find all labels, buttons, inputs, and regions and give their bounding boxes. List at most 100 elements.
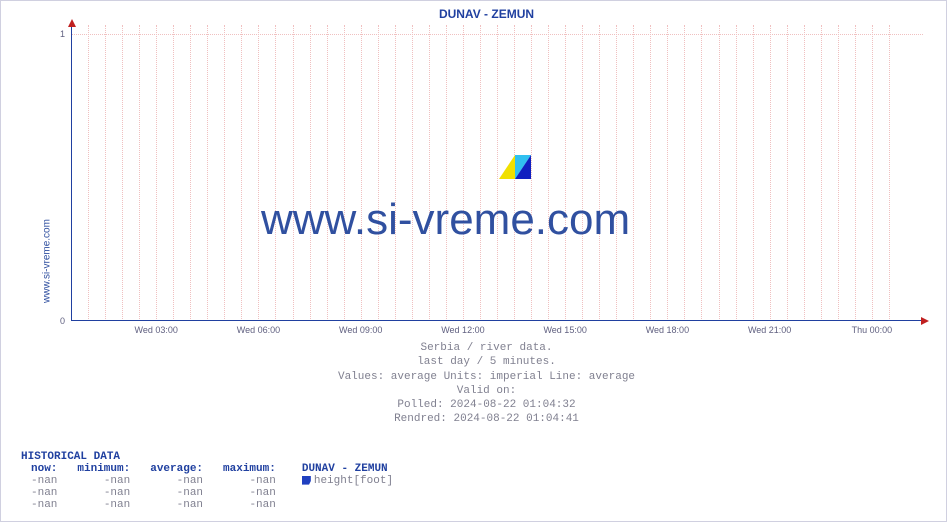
- gridline-v: [633, 25, 634, 321]
- plot-wrap: www.si-vreme.com 01Wed 03:00Wed 06:00Wed…: [53, 25, 923, 327]
- gridline-v: [344, 25, 345, 321]
- hist-cell: -nan: [213, 487, 286, 499]
- gridline-v: [327, 25, 328, 321]
- gridline-v: [310, 25, 311, 321]
- x-tick-label: Wed 12:00: [441, 325, 484, 335]
- hist-unit-cell: [286, 487, 403, 499]
- gridline-v: [258, 25, 259, 321]
- hist-unit-label: height[foot]: [314, 475, 393, 487]
- info-line: Serbia / river data.: [33, 341, 940, 355]
- gridline-v: [736, 25, 737, 321]
- info-line: Polled: 2024-08-22 01:04:32: [33, 398, 940, 412]
- legend-marker-icon: [302, 476, 311, 485]
- gridline-v: [293, 25, 294, 321]
- hist-unit-cell: height[foot]: [286, 475, 403, 487]
- gridline-v: [548, 25, 549, 321]
- hist-cell: -nan: [21, 475, 67, 487]
- x-tick-label: Wed 09:00: [339, 325, 382, 335]
- gridline-v: [872, 25, 873, 321]
- hist-unit-cell: [286, 499, 403, 511]
- gridline-v: [156, 25, 157, 321]
- y-axis: [71, 25, 72, 321]
- x-tick-label: Wed 18:00: [646, 325, 689, 335]
- gridline-v: [753, 25, 754, 321]
- hist-series-header: DUNAV - ZEMUN: [286, 463, 403, 475]
- gridline-v: [88, 25, 89, 321]
- hist-cell: -nan: [67, 499, 140, 511]
- gridline-v: [855, 25, 856, 321]
- gridline-v: [395, 25, 396, 321]
- gridline-v: [667, 25, 668, 321]
- hist-header: average:: [140, 463, 213, 475]
- x-tick-label: Thu 00:00: [852, 325, 893, 335]
- gridline-v: [787, 25, 788, 321]
- gridline-v: [821, 25, 822, 321]
- gridline-v: [224, 25, 225, 321]
- gridline-v: [599, 25, 600, 321]
- gridline-v: [719, 25, 720, 321]
- gridline-v: [378, 25, 379, 321]
- hist-cell: -nan: [213, 475, 286, 487]
- gridline-v: [531, 25, 532, 321]
- x-axis: [71, 320, 923, 321]
- hist-row: -nan-nan-nan-nan: [21, 487, 403, 499]
- historical-block: HISTORICAL DATA now:minimum:average:maxi…: [21, 451, 403, 511]
- gridline-v: [139, 25, 140, 321]
- gridline-v: [770, 25, 771, 321]
- chart-title: DUNAV - ZEMUN: [33, 7, 940, 21]
- gridline-v: [480, 25, 481, 321]
- page-container: www.si-vreme.com DUNAV - ZEMUN www.si-vr…: [0, 0, 947, 522]
- historical-table: now:minimum:average:maximum:DUNAV - ZEMU…: [21, 463, 403, 511]
- info-line: Valid on:: [33, 384, 940, 398]
- hist-cell: -nan: [67, 475, 140, 487]
- hist-cell: -nan: [213, 499, 286, 511]
- gridline-h: [71, 34, 923, 35]
- info-line: last day / 5 minutes.: [33, 355, 940, 369]
- gridline-v: [190, 25, 191, 321]
- x-tick-label: Wed 15:00: [543, 325, 586, 335]
- gridline-v: [582, 25, 583, 321]
- historical-title: HISTORICAL DATA: [21, 451, 403, 463]
- gridline-v: [207, 25, 208, 321]
- gridline-v: [616, 25, 617, 321]
- gridline-v: [463, 25, 464, 321]
- x-tick-label: Wed 21:00: [748, 325, 791, 335]
- hist-cell: -nan: [67, 487, 140, 499]
- plot-area: www.si-vreme.com 01Wed 03:00Wed 06:00Wed…: [71, 25, 923, 321]
- hist-row: -nan-nan-nan-nanheight[foot]: [21, 475, 403, 487]
- gridline-v: [804, 25, 805, 321]
- gridline-v: [241, 25, 242, 321]
- gridline-v: [105, 25, 106, 321]
- y-tick-label: 0: [60, 316, 65, 326]
- chart-container: DUNAV - ZEMUN www.si-vreme.com 01Wed 03:…: [33, 5, 940, 377]
- gridline-v: [684, 25, 685, 321]
- x-tick-label: Wed 03:00: [135, 325, 178, 335]
- gridline-v: [173, 25, 174, 321]
- gridline-v: [429, 25, 430, 321]
- gridline-v: [122, 25, 123, 321]
- hist-cell: -nan: [140, 475, 213, 487]
- hist-cell: -nan: [140, 487, 213, 499]
- hist-cell: -nan: [21, 499, 67, 511]
- hist-header: minimum:: [67, 463, 140, 475]
- watermark-text: www.si-vreme.com: [261, 195, 630, 245]
- x-tick-label: Wed 06:00: [237, 325, 280, 335]
- gridline-v: [412, 25, 413, 321]
- gridline-v: [838, 25, 839, 321]
- gridline-v: [275, 25, 276, 321]
- gridline-v: [497, 25, 498, 321]
- y-tick-label: 1: [60, 29, 65, 39]
- info-line: Rendred: 2024-08-22 01:04:41: [33, 412, 940, 426]
- info-block: Serbia / river data. last day / 5 minute…: [33, 341, 940, 427]
- gridline-v: [889, 25, 890, 321]
- hist-cell: -nan: [140, 499, 213, 511]
- info-line: Values: average Units: imperial Line: av…: [33, 370, 940, 384]
- hist-header: maximum:: [213, 463, 286, 475]
- gridline-v: [650, 25, 651, 321]
- gridline-v: [361, 25, 362, 321]
- hist-header: now:: [21, 463, 67, 475]
- watermark-logo: [499, 155, 531, 179]
- hist-cell: -nan: [21, 487, 67, 499]
- gridline-v: [701, 25, 702, 321]
- gridline-v: [565, 25, 566, 321]
